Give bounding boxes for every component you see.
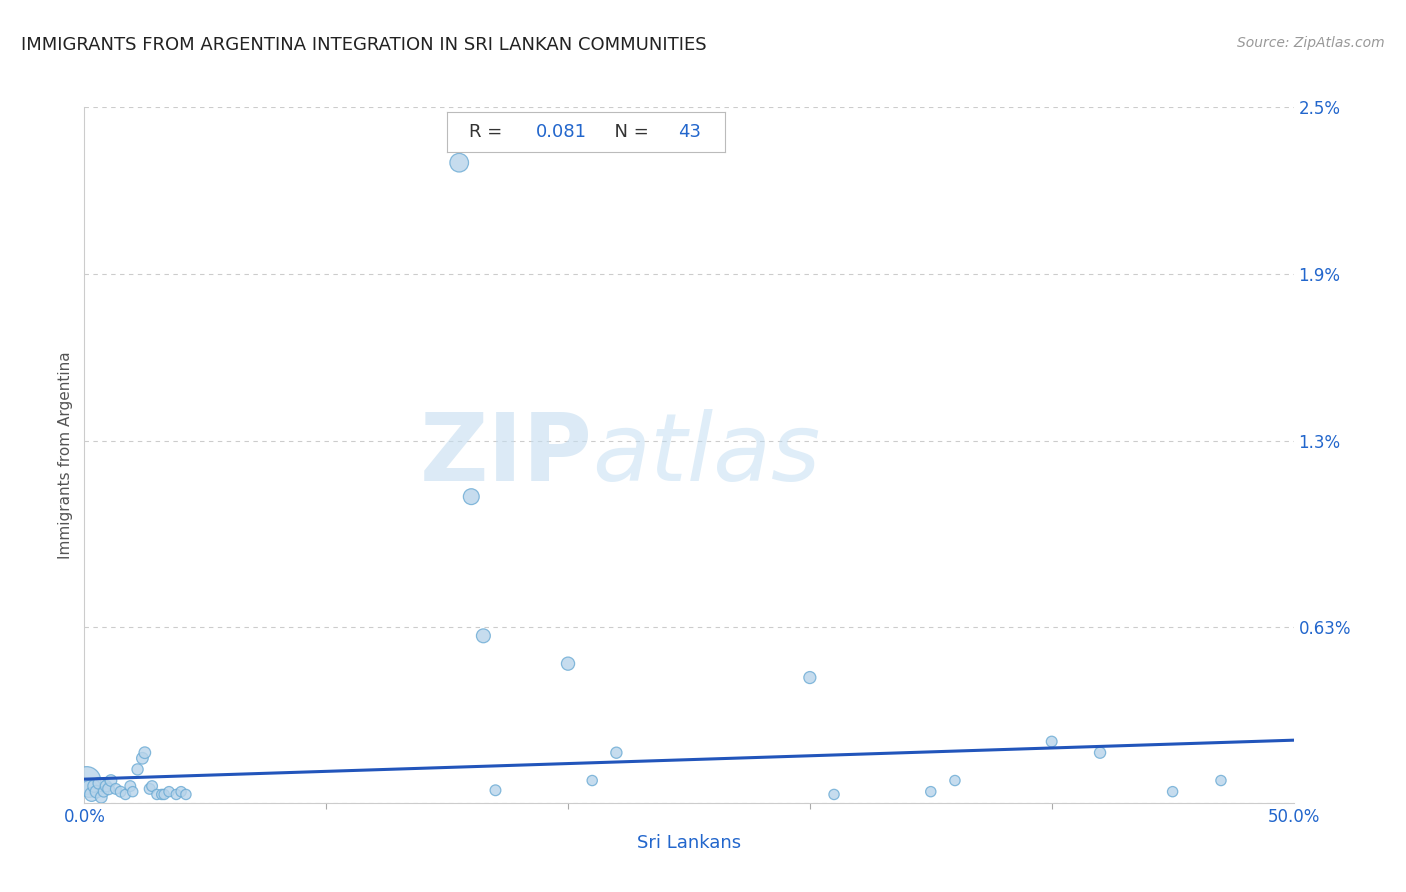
Text: atlas: atlas: [592, 409, 821, 500]
Point: [94, 779, 117, 793]
Point: [90, 790, 112, 805]
Point: [104, 781, 127, 796]
Point: [1209, 773, 1232, 788]
Point: [165, 788, 187, 802]
Point: [153, 788, 176, 802]
Point: [605, 746, 627, 760]
Point: [581, 773, 603, 788]
Point: [484, 783, 506, 797]
Point: [83, 779, 105, 793]
Point: [76, 773, 98, 788]
Point: [174, 788, 197, 802]
Point: [127, 763, 149, 777]
Point: [114, 788, 136, 802]
Point: [141, 779, 163, 793]
Text: Source: ZipAtlas.com: Source: ZipAtlas.com: [1237, 36, 1385, 50]
Point: [138, 781, 160, 796]
Point: [93, 785, 115, 799]
Point: [100, 773, 122, 788]
Point: [449, 155, 471, 169]
Point: [472, 629, 495, 643]
Point: [943, 773, 966, 788]
Point: [121, 785, 143, 799]
Point: [1161, 785, 1184, 799]
Point: [77, 781, 100, 796]
Point: [150, 788, 173, 802]
Point: [1088, 746, 1111, 760]
Point: [1040, 734, 1063, 748]
Text: ZIP: ZIP: [419, 409, 592, 501]
Point: [87, 776, 110, 790]
Point: [557, 657, 579, 671]
Point: [97, 781, 120, 796]
Point: [80, 788, 103, 802]
X-axis label: Sri Lankans: Sri Lankans: [637, 834, 741, 852]
Point: [131, 751, 153, 765]
Point: [157, 785, 180, 799]
Point: [134, 746, 156, 760]
Point: [170, 785, 193, 799]
Point: [86, 785, 108, 799]
Point: [823, 788, 845, 802]
Y-axis label: Immigrants from Argentina: Immigrants from Argentina: [58, 351, 73, 558]
Point: [920, 785, 942, 799]
Point: [799, 671, 821, 685]
Point: [110, 785, 132, 799]
Point: [460, 490, 482, 504]
Point: [120, 779, 142, 793]
Point: [146, 788, 169, 802]
Text: IMMIGRANTS FROM ARGENTINA INTEGRATION IN SRI LANKAN COMMUNITIES: IMMIGRANTS FROM ARGENTINA INTEGRATION IN…: [21, 36, 707, 54]
